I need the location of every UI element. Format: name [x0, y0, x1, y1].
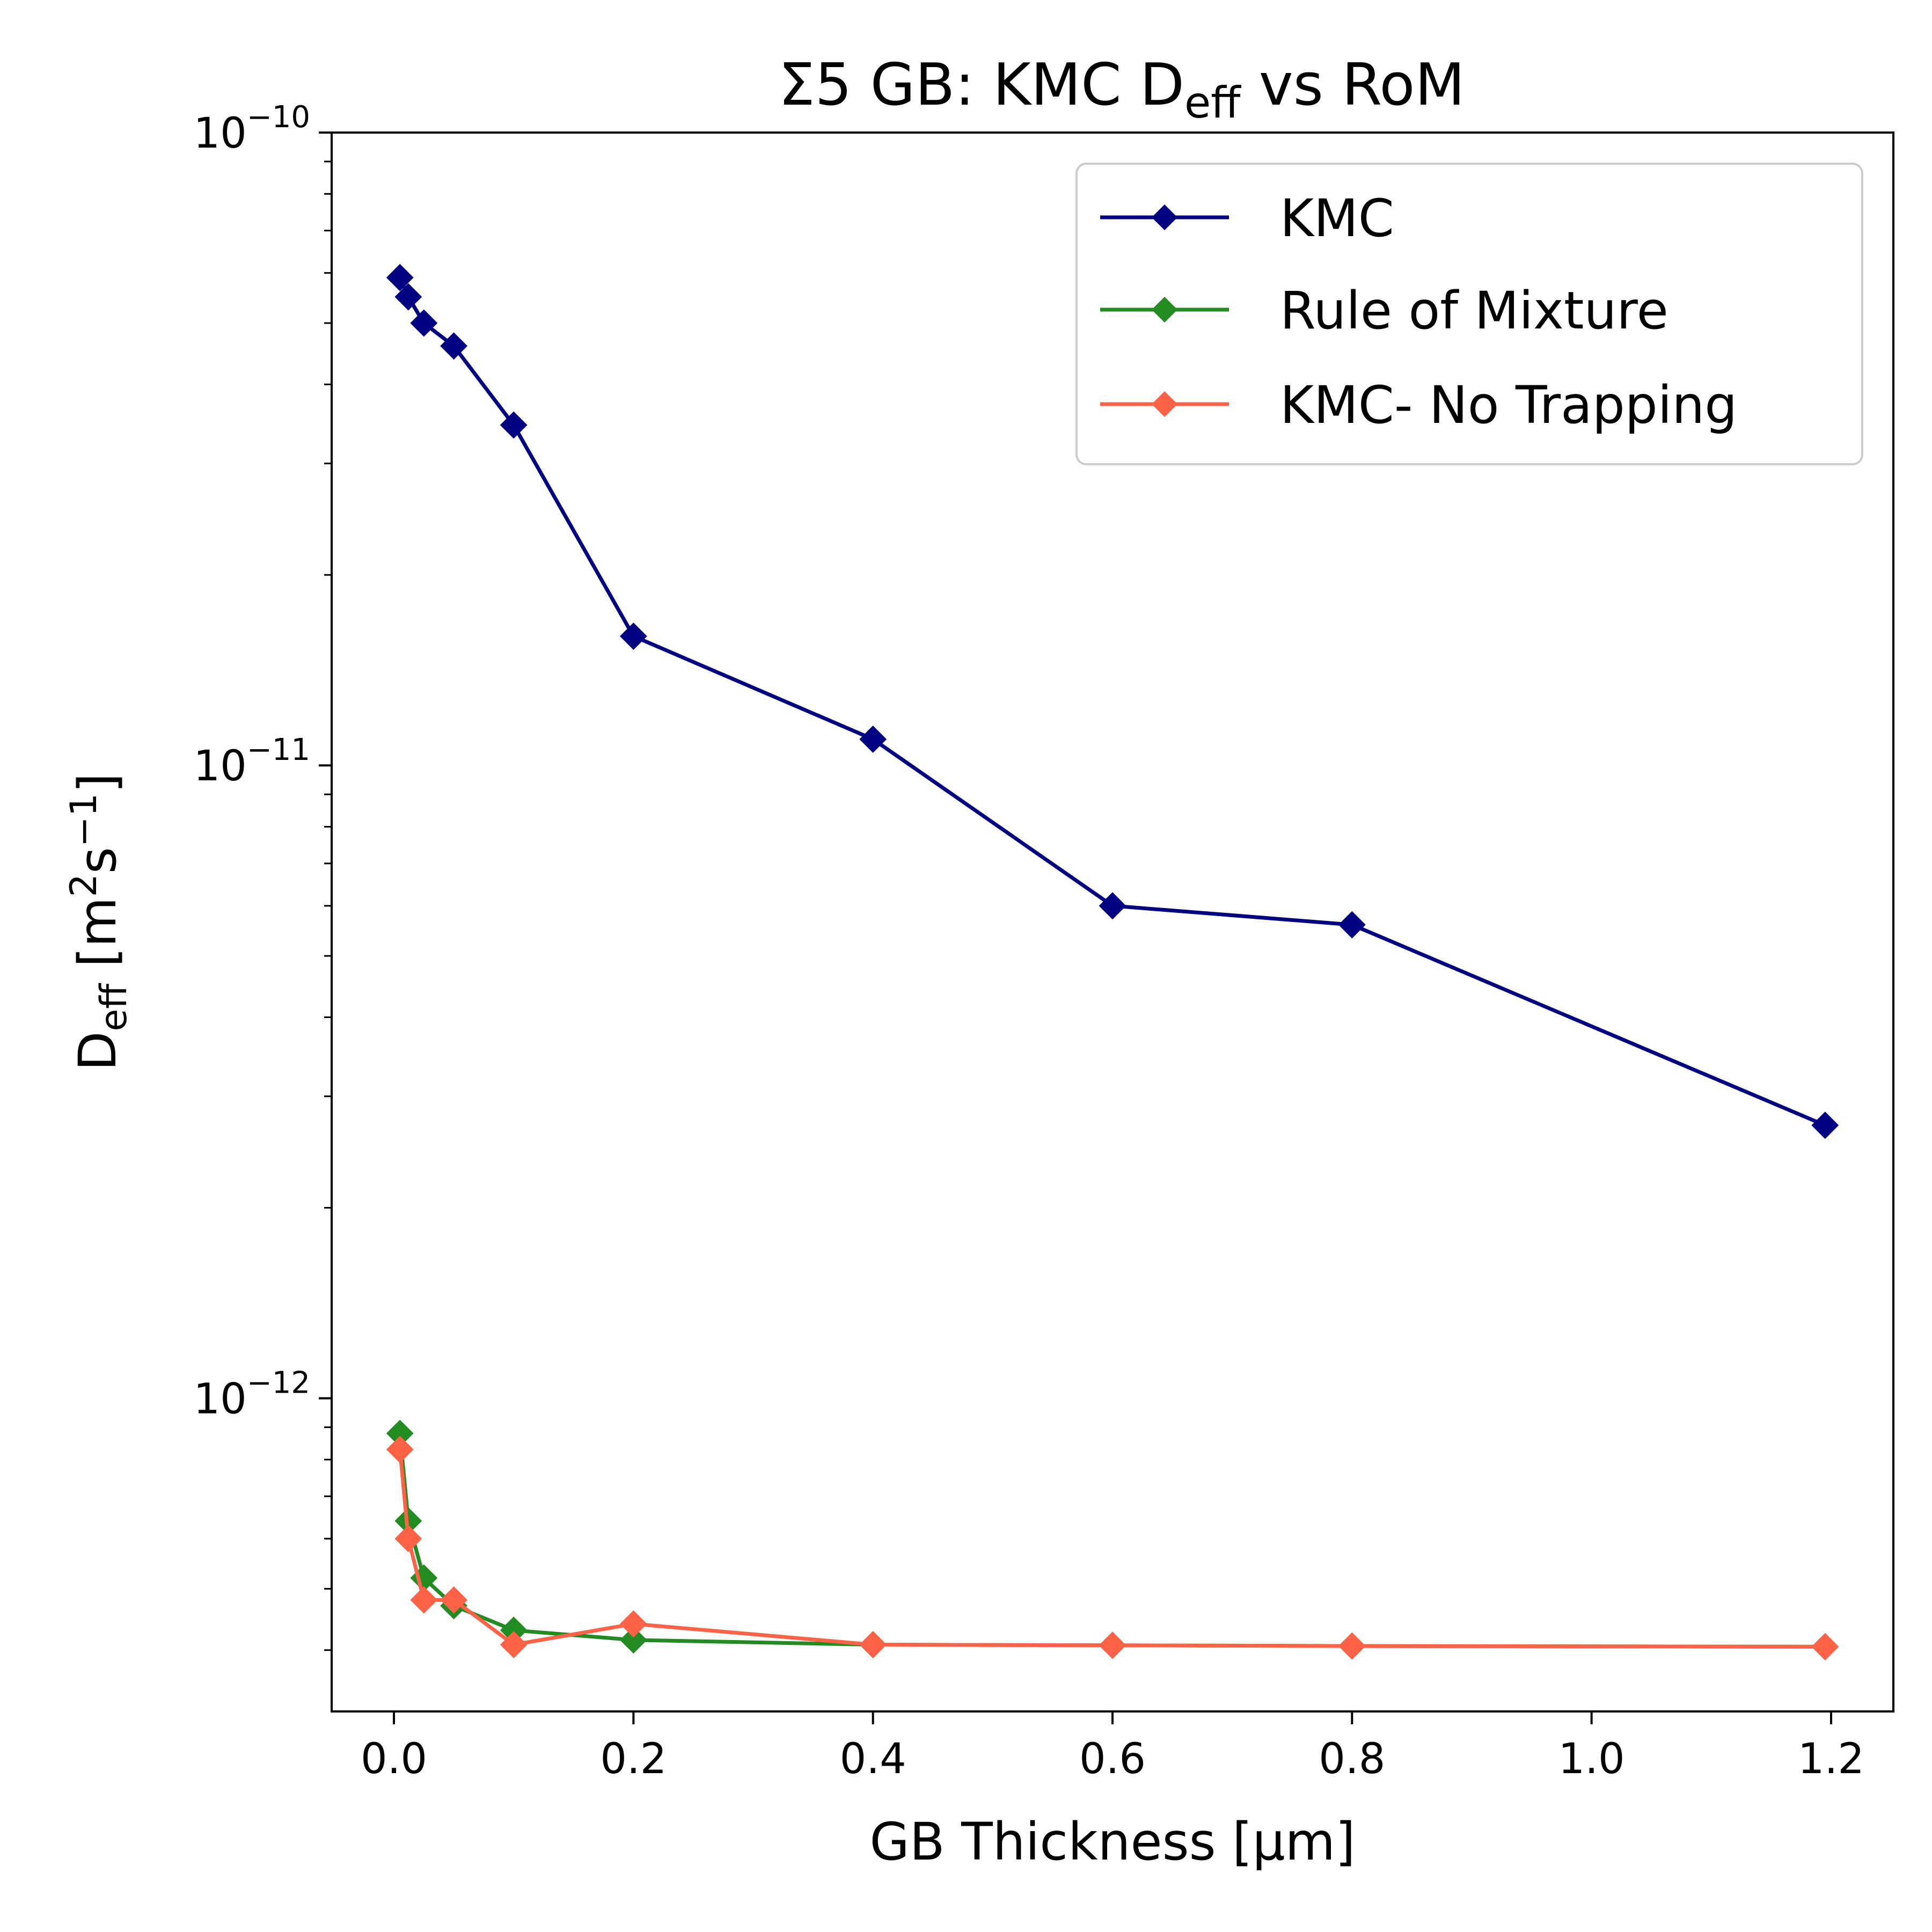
y-tick-label: 10−11 — [194, 733, 310, 791]
chart-title-sub: eff — [1184, 78, 1241, 128]
legend-label-rule-of-mixture: Rule of Mixture — [1280, 281, 1668, 341]
data-point-kmc — [1099, 892, 1126, 920]
x-tick-label: 0.6 — [1079, 1735, 1146, 1783]
data-point-kmc — [859, 726, 887, 753]
data-point-kmc-no-trapping — [394, 1525, 422, 1553]
y-axis-label-unit-close: ] — [68, 773, 128, 793]
chart-title-suffix: vs RoM — [1240, 52, 1465, 119]
y-axis-label-sup2: −1 — [63, 793, 105, 847]
data-point-kmc-no-trapping — [386, 1436, 414, 1463]
y-axis-label-sub: eff — [93, 983, 135, 1031]
data-point-kmc — [1811, 1111, 1839, 1139]
x-axis-label: GB Thickness [μm] — [869, 1812, 1355, 1872]
data-point-kmc-no-trapping — [859, 1631, 887, 1658]
data-point-kmc-no-trapping — [440, 1586, 468, 1614]
x-tick-label: 1.0 — [1558, 1735, 1625, 1783]
series-line-kmc — [398, 276, 1826, 1128]
data-point-kmc — [386, 264, 414, 291]
data-point-kmc-no-trapping — [1338, 1632, 1366, 1660]
x-tick-label: 1.2 — [1798, 1735, 1864, 1783]
y-axis-ticks: 10−10 10−11 10−12 — [194, 100, 332, 1651]
legend-label-kmc-no-trapping: KMC- No Trapping — [1280, 375, 1737, 435]
x-tick-label: 0.4 — [840, 1735, 906, 1783]
x-tick-label: 0.0 — [361, 1735, 427, 1783]
legend-label-kmc: KMC — [1280, 188, 1394, 248]
x-tick-label: 0.8 — [1319, 1735, 1385, 1783]
legend-entry-kmc: KMC — [1100, 188, 1394, 248]
data-point-kmc — [410, 309, 438, 337]
legend-marker-kmc-no-trapping — [1152, 391, 1177, 417]
data-point-rule-of-mixture — [619, 1626, 647, 1654]
data-point-kmc-no-trapping — [619, 1610, 647, 1638]
series-kmc-no-trapping — [386, 1436, 1839, 1660]
y-axis-label-unit-mid: s — [68, 847, 128, 874]
data-point-kmc-no-trapping — [1811, 1633, 1839, 1660]
data-point-kmc-no-trapping — [1099, 1631, 1126, 1659]
legend: KMC Rule of Mixture KMC- No Trapping — [1075, 163, 1863, 465]
data-point-kmc — [1338, 911, 1366, 939]
y-axis-label-main: D — [68, 1031, 128, 1071]
chart-title: Σ5 GB: KMC Deff vs RoM — [778, 52, 1465, 128]
chart-title-main: Σ5 GB: KMC D — [778, 52, 1184, 119]
legend-marker-rule-of-mixture — [1152, 297, 1177, 323]
legend-entry-rule-of-mixture: Rule of Mixture — [1100, 281, 1668, 341]
series-kmc — [386, 264, 1839, 1139]
data-point-kmc-no-trapping — [500, 1631, 528, 1658]
legend-frame — [1075, 163, 1863, 465]
legend-marker-kmc — [1152, 204, 1177, 230]
data-point-kmc — [440, 332, 468, 360]
legend-entry-kmc-no-trapping: KMC- No Trapping — [1100, 375, 1737, 435]
x-tick-label: 0.2 — [600, 1735, 667, 1783]
y-axis-label-unit-open: [m — [68, 897, 128, 983]
y-tick-label: 10−12 — [194, 1365, 310, 1423]
data-point-kmc — [394, 283, 422, 311]
y-tick-label: 10−10 — [194, 100, 310, 158]
series-line-kmc-no-trapping — [398, 1449, 1825, 1649]
plot-area — [386, 264, 1839, 1660]
x-axis-ticks: 0.0 0.2 0.4 0.6 0.8 1.0 1.2 — [361, 1711, 1864, 1783]
y-axis-label: Deff [m2s−1] — [63, 773, 135, 1071]
data-point-kmc — [500, 411, 528, 439]
data-point-kmc-no-trapping — [410, 1586, 438, 1614]
y-axis-label-sup1: 2 — [63, 874, 105, 897]
data-point-kmc — [619, 623, 647, 650]
